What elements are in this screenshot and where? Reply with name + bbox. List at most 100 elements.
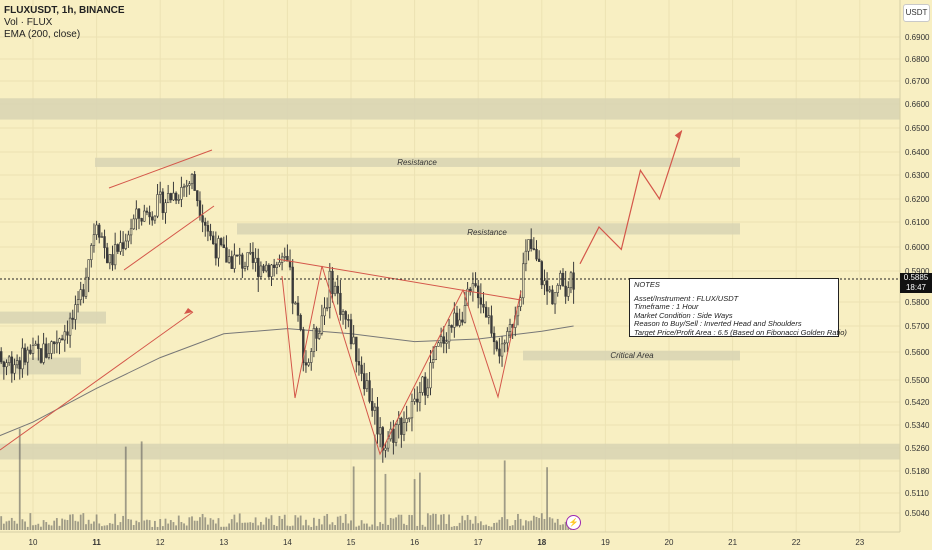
time-tick-label: 22 xyxy=(792,538,801,547)
volume-bar xyxy=(413,479,416,530)
volume-bar xyxy=(230,519,233,530)
candle-body xyxy=(429,362,432,389)
candle-body xyxy=(166,193,170,204)
candle-body xyxy=(307,362,310,366)
candle-body xyxy=(18,360,21,370)
candle-body xyxy=(241,254,244,269)
candle-body xyxy=(492,332,496,343)
volume-bar xyxy=(37,523,40,530)
pattern-line-1 xyxy=(123,205,215,271)
candle-body xyxy=(548,289,551,292)
candle-body xyxy=(79,289,82,300)
candle-body xyxy=(206,225,210,232)
volume-bar xyxy=(185,525,188,530)
volume-bar xyxy=(419,472,421,530)
candle-body xyxy=(259,265,263,277)
lightning-icon[interactable]: ⚡ xyxy=(566,515,581,530)
candle-body xyxy=(177,199,180,201)
candle-body xyxy=(416,398,419,403)
symbol-legend[interactable]: FLUXUSDT, 1h, BINANCE xyxy=(4,5,125,16)
price-tick-label: 0.5800 xyxy=(905,298,930,307)
volume-bar xyxy=(164,518,167,530)
price-tick-label: 0.5420 xyxy=(905,398,930,407)
volume-bar xyxy=(167,523,170,530)
candle-body xyxy=(315,328,318,339)
candle-body xyxy=(129,228,133,236)
price-tick-label: 0.6700 xyxy=(905,77,930,86)
volume-bar xyxy=(299,515,302,530)
volume-bar xyxy=(535,516,538,530)
volume-bar xyxy=(260,521,262,530)
volume-bar xyxy=(522,525,525,530)
candle-body xyxy=(7,356,11,363)
candle-body xyxy=(394,424,398,443)
pattern-line-4 xyxy=(281,265,522,456)
candle-body xyxy=(421,376,424,393)
candle-body xyxy=(164,202,167,214)
candle-body xyxy=(564,285,567,297)
candle-body xyxy=(119,242,122,252)
candle-body xyxy=(551,289,554,305)
ema-legend[interactable]: EMA (200, close) xyxy=(4,29,81,40)
notes-box[interactable]: NOTES Asset/Instrument : FLUX/USDT Timef… xyxy=(629,278,847,337)
volume-bar xyxy=(42,520,45,530)
volume-bar xyxy=(511,525,514,530)
zone-left-zone-1 xyxy=(0,311,106,324)
volume-bar xyxy=(8,520,11,530)
candle-body xyxy=(572,272,575,290)
volume-bar xyxy=(159,519,162,530)
candle-body xyxy=(283,255,286,258)
volume-bar xyxy=(472,523,474,530)
volume-bar xyxy=(543,518,546,530)
time-tick-label: 16 xyxy=(410,538,419,547)
candle-body xyxy=(190,174,194,185)
currency-button[interactable]: USDT xyxy=(903,4,930,22)
candle-body xyxy=(264,264,268,272)
volume-bar xyxy=(344,514,347,530)
candle-body xyxy=(52,341,56,345)
volume-bar xyxy=(249,522,252,530)
candle-body xyxy=(299,314,302,330)
volume-bar xyxy=(421,524,424,530)
price-tick-label: 0.5040 xyxy=(905,509,930,518)
volume-bar xyxy=(313,517,315,530)
time-tick-label: 23 xyxy=(855,538,864,547)
notes-line: Target Price/Profit Area : 6.5 (Based on… xyxy=(634,327,847,337)
volume-legend[interactable]: Vol · FLUX xyxy=(4,17,53,28)
volume-bar xyxy=(339,515,342,530)
candle-body xyxy=(320,315,324,334)
candle-body xyxy=(135,208,138,220)
volume-bar xyxy=(352,466,355,530)
volume-bar xyxy=(458,522,461,530)
volume-bar xyxy=(146,519,148,530)
candle-body xyxy=(567,287,570,297)
zone-resistance-lower xyxy=(237,223,740,235)
time-tick-label: 21 xyxy=(728,538,737,547)
candle-body xyxy=(347,319,350,321)
candle-body xyxy=(68,317,72,336)
volume-bar xyxy=(101,526,103,530)
volume-bar xyxy=(283,514,286,530)
candle-body xyxy=(92,234,96,246)
candle-body xyxy=(418,392,422,403)
notes-line: Timeframe : 1 Hour xyxy=(634,302,699,312)
volume-bar xyxy=(177,515,180,530)
volume-bar xyxy=(114,513,117,530)
price-tick-label: 0.6300 xyxy=(905,171,930,180)
volume-bar xyxy=(98,523,101,530)
volume-bar xyxy=(21,519,24,530)
volume-bar xyxy=(448,514,450,530)
volume-bar xyxy=(71,514,74,530)
volume-bar xyxy=(342,522,344,530)
volume-bar xyxy=(156,526,159,530)
candle-body xyxy=(31,344,35,354)
zone-resistance-upper xyxy=(95,157,740,167)
candle-body xyxy=(344,311,347,320)
volume-bar xyxy=(53,520,56,530)
volume-bar xyxy=(532,515,535,530)
price-tick-label: 0.5700 xyxy=(905,322,930,331)
volume-bar xyxy=(466,515,469,530)
candle-body xyxy=(445,341,448,344)
volume-bar xyxy=(559,524,562,530)
